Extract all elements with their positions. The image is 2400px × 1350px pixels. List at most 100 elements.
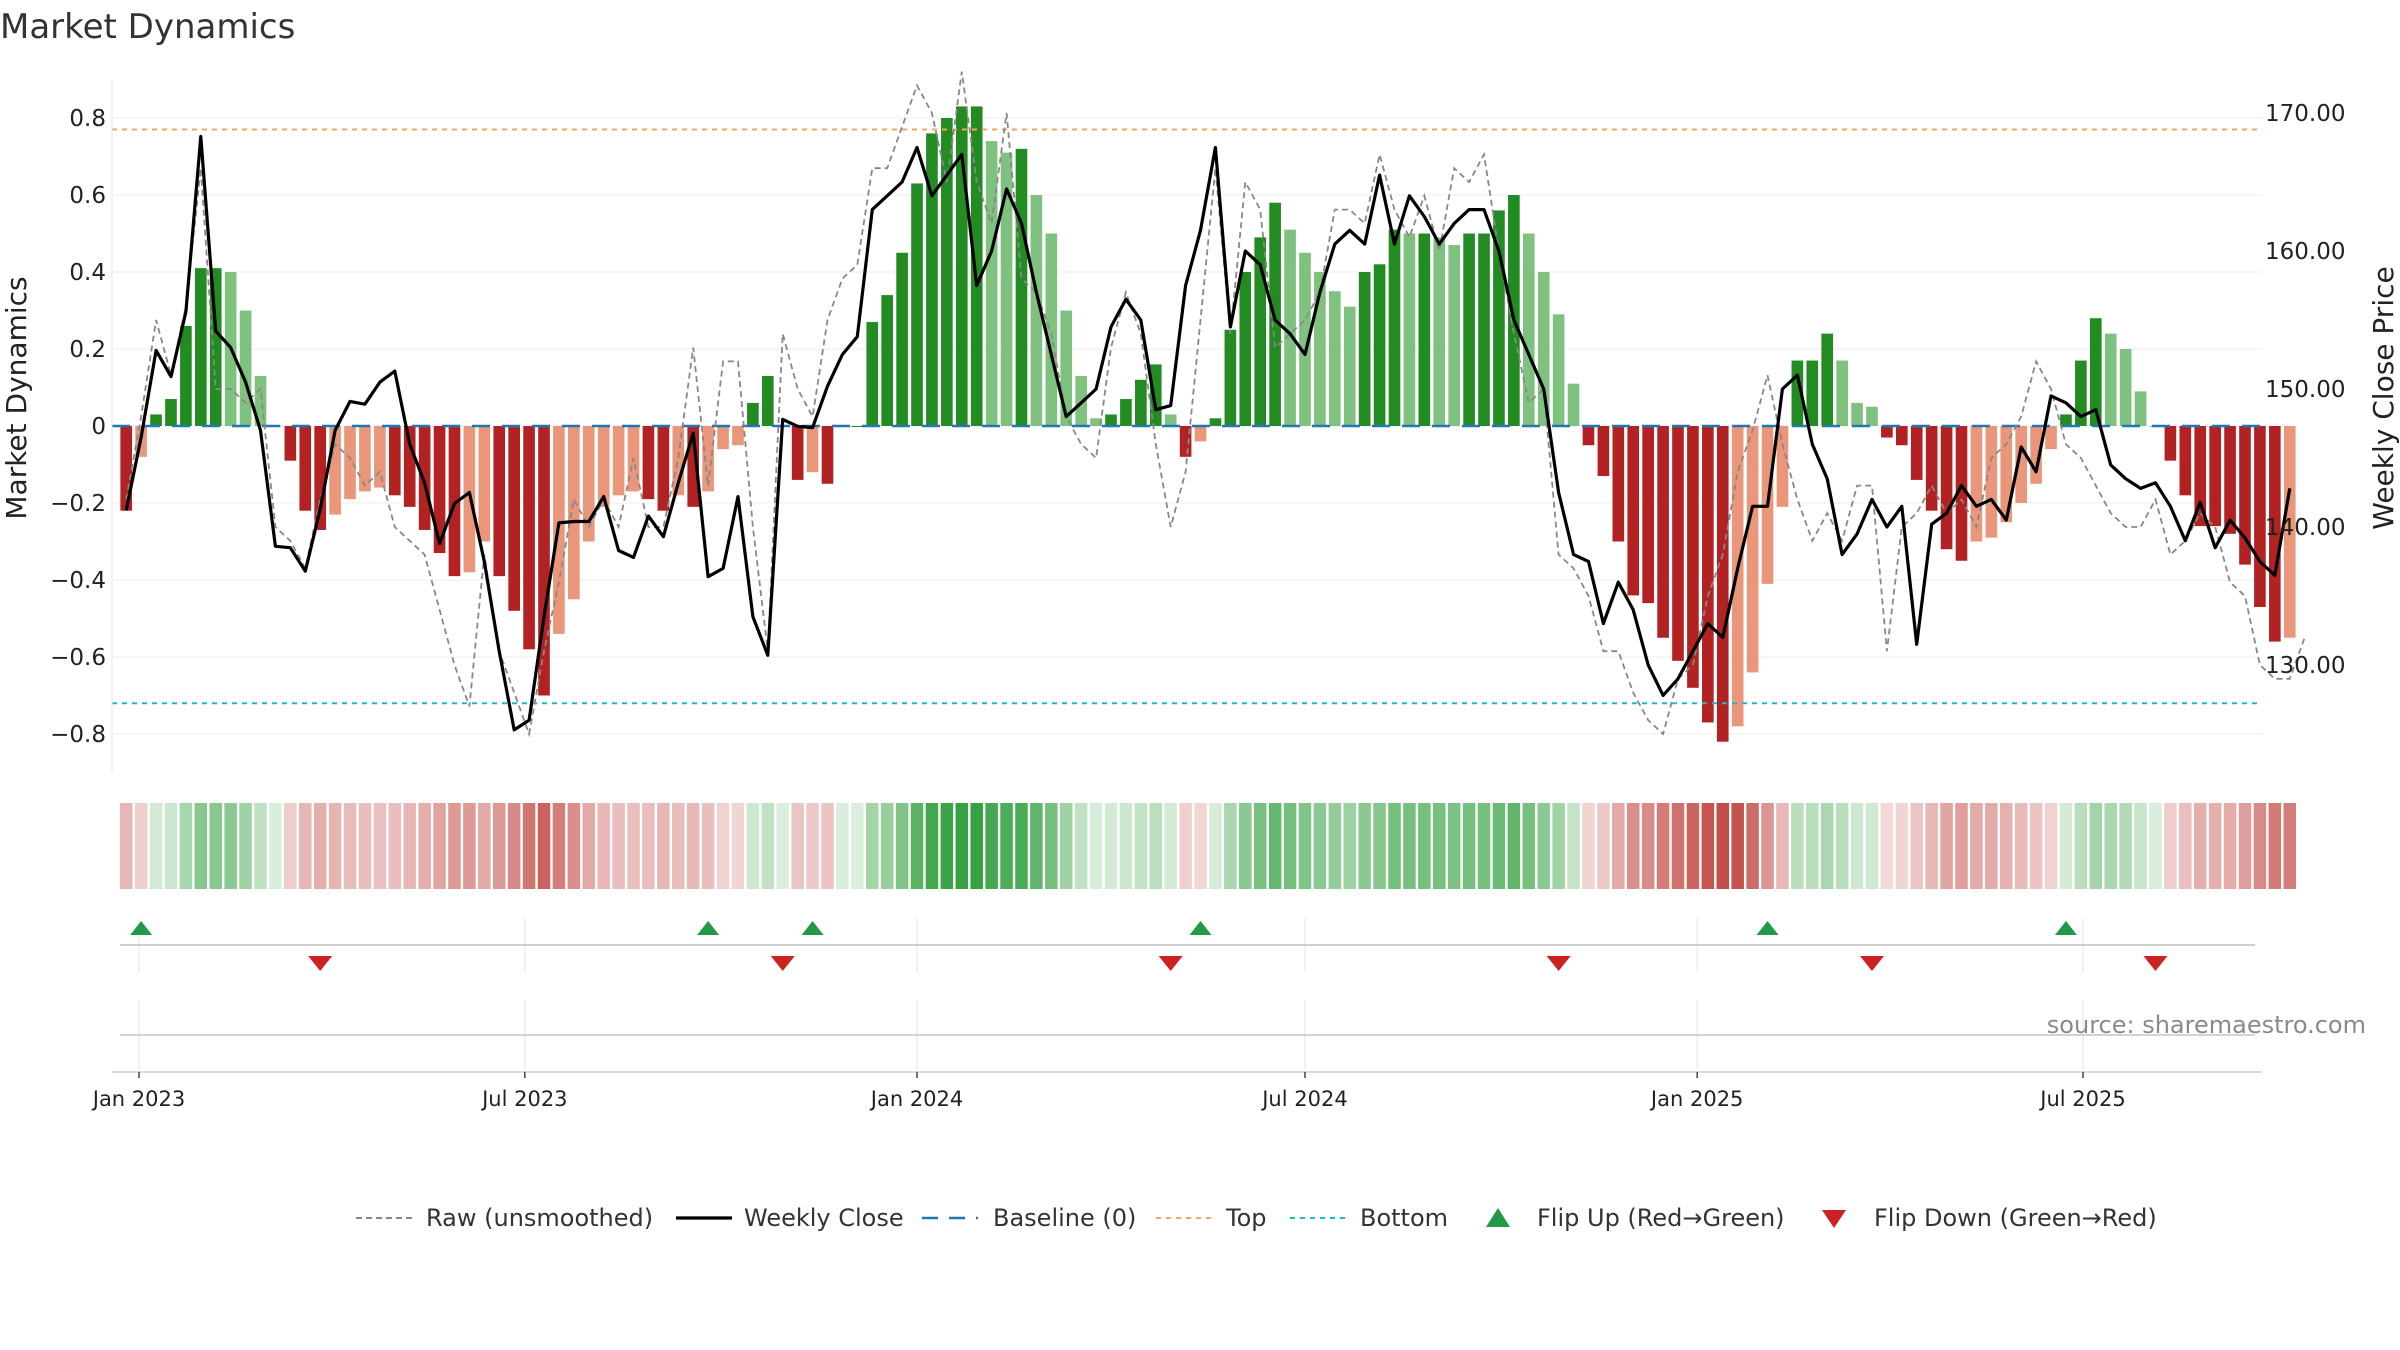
- heat-cell: [2238, 803, 2252, 889]
- heat-cell: [2179, 803, 2192, 889]
- dynamics-bar: [1537, 272, 1550, 426]
- heat-cell: [1701, 803, 1715, 889]
- heat-cell: [1910, 803, 1923, 889]
- right-tick-label: 160.00: [2265, 239, 2345, 265]
- heat-cell: [1433, 803, 1446, 889]
- heat-cell: [1582, 803, 1595, 889]
- heat-cell: [1000, 803, 1013, 889]
- dynamics-bar: [761, 375, 774, 426]
- heat-cell: [1537, 803, 1550, 889]
- dynamics-bar: [1731, 426, 1744, 727]
- left-tick-label: −0.4: [50, 568, 106, 594]
- heat-cell: [970, 803, 983, 889]
- legend-flip-down-swatch: [1822, 1210, 1846, 1228]
- dynamics-bar: [2224, 426, 2236, 534]
- heat-cell: [343, 803, 357, 889]
- dynamics-bar: [568, 426, 580, 600]
- dynamics-bar: [791, 426, 804, 480]
- heat-cell: [269, 803, 282, 889]
- left-tick-label: 0.2: [69, 337, 106, 363]
- dynamics-bar: [1194, 426, 1207, 442]
- dynamics-bar: [1567, 383, 1580, 426]
- dynamics-bar: [2060, 414, 2072, 426]
- dynamics-bar: [1493, 210, 1505, 426]
- heat-cell: [1626, 803, 1640, 889]
- dynamics-bar: [702, 426, 714, 492]
- dynamics-bar: [2164, 426, 2177, 461]
- heat-cell: [299, 803, 312, 889]
- flip-down-marker: [1859, 956, 1884, 971]
- dynamics-bar: [1985, 426, 1998, 538]
- heat-cell: [134, 803, 148, 889]
- dynamics-bar: [657, 426, 670, 511]
- heat-cell: [1567, 803, 1580, 889]
- heat-cell: [1224, 803, 1237, 889]
- dynamics-bar: [732, 426, 744, 446]
- heat-cell: [418, 803, 431, 889]
- heat-cell: [1358, 803, 1371, 889]
- heat-cell: [1820, 803, 1834, 889]
- weekly-close-line: [124, 134, 2292, 732]
- heat-cell: [686, 803, 700, 889]
- dynamics-bar: [597, 426, 610, 507]
- dynamics-bar: [687, 426, 700, 507]
- heat-cell: [985, 803, 998, 889]
- heat-cell: [2253, 803, 2267, 889]
- dynamics-bar: [985, 141, 998, 426]
- right-tick-label: 170.00: [2265, 101, 2345, 127]
- dynamics-bar: [254, 375, 267, 426]
- dynamics-bar: [180, 325, 192, 426]
- dynamics-bar: [2000, 426, 2013, 523]
- dynamics-bar: [523, 426, 535, 650]
- heat-cell: [1447, 803, 1461, 889]
- dynamics-bar: [1597, 426, 1610, 477]
- flip-down-marker: [1546, 956, 1571, 971]
- heat-cell: [1776, 803, 1789, 889]
- dynamics-bar: [493, 426, 506, 577]
- heat-cell: [2134, 803, 2147, 889]
- heat-cell: [1641, 803, 1655, 889]
- heat-cell: [701, 803, 715, 889]
- flip-up-marker: [801, 921, 824, 935]
- dynamics-bar: [1522, 233, 1535, 426]
- heat-cell: [1283, 803, 1297, 889]
- reference-lines: [112, 128, 2262, 705]
- bottom-panel: [120, 1000, 2255, 1070]
- dynamics-bar: [1135, 379, 1147, 426]
- dynamics-bar: [642, 426, 655, 500]
- dynamics-bar: [2269, 426, 2281, 642]
- heat-cell: [239, 803, 252, 889]
- legend: Raw (unsmoothed) Weekly Close Baseline (0)…: [356, 1204, 2157, 1232]
- heat-cell: [1313, 803, 1327, 889]
- heat-cell: [2014, 803, 2028, 889]
- heat-cell: [716, 803, 730, 889]
- dynamics-bar: [1090, 418, 1102, 426]
- dynamics-bar: [582, 426, 595, 542]
- heat-cell: [403, 803, 416, 889]
- flip-up-marker: [1189, 921, 1212, 935]
- heat-cell: [1074, 803, 1088, 889]
- heat-cell: [254, 803, 267, 889]
- dynamics-bar: [2239, 426, 2251, 565]
- heat-cell: [1030, 803, 1043, 889]
- dynamics-bar: [970, 106, 983, 426]
- dynamics-bar: [1179, 426, 1192, 457]
- heat-cell: [672, 803, 685, 889]
- heat-cell: [776, 803, 789, 889]
- dynamics-bar: [2194, 426, 2207, 527]
- dynamics-bar: [1254, 237, 1267, 426]
- heat-cell: [642, 803, 655, 889]
- heat-cell: [164, 803, 178, 889]
- heat-cell: [940, 803, 954, 889]
- heat-cell: [209, 803, 222, 889]
- heat-cell: [179, 803, 193, 889]
- heat-cell: [746, 803, 760, 889]
- heat-cell: [1970, 803, 1983, 889]
- heat-cell: [373, 803, 387, 889]
- dynamics-bar: [2134, 391, 2147, 426]
- dynamics-bar: [672, 426, 685, 496]
- dynamics-bar: [1895, 426, 1908, 446]
- dynamics-bar: [1791, 360, 1804, 426]
- dynamics-bar: [388, 426, 401, 496]
